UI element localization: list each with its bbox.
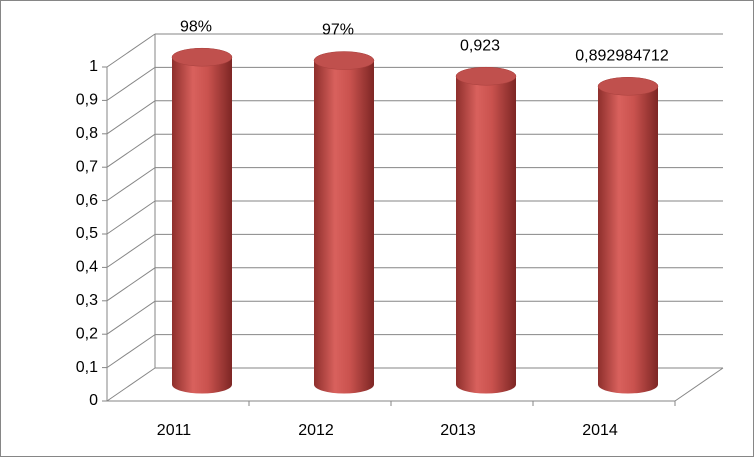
y-tick-label: 0,6 bbox=[76, 192, 98, 209]
side-grid-line bbox=[106, 367, 156, 402]
y-tick-label: 0,1 bbox=[76, 359, 98, 376]
cylinder bbox=[314, 51, 374, 394]
y-tick-label: 0,7 bbox=[76, 158, 98, 175]
cylinder bbox=[456, 67, 516, 394]
value-label: 98% bbox=[180, 18, 212, 35]
side-grid-line bbox=[106, 100, 156, 135]
cylinder bbox=[172, 48, 232, 394]
y-tick-label: 0,5 bbox=[76, 225, 98, 242]
value-label: 0,923 bbox=[460, 37, 500, 54]
floor-edge bbox=[674, 367, 724, 402]
y-tick-label: 0,8 bbox=[76, 125, 98, 142]
value-label: 0,892984712 bbox=[575, 47, 669, 64]
cylinder-top bbox=[313, 51, 375, 70]
x-tick-label: 2013 bbox=[440, 422, 476, 439]
cylinder bbox=[598, 77, 658, 394]
y-tick-label: 0,2 bbox=[76, 325, 98, 342]
side-grid-line bbox=[106, 200, 156, 235]
y-tick-label: 0 bbox=[89, 392, 98, 409]
side-grid-line bbox=[106, 334, 156, 369]
side-grid-line bbox=[106, 167, 156, 202]
side-grid-line bbox=[106, 267, 156, 302]
side-grid-line bbox=[106, 300, 156, 335]
x-tick-label: 2011 bbox=[157, 422, 192, 439]
y-tick-label: 0,9 bbox=[76, 92, 98, 109]
cylinder-top bbox=[597, 76, 659, 96]
x-tick-label: 2014 bbox=[582, 422, 618, 439]
cylinder-top bbox=[455, 66, 517, 86]
side-grid-line bbox=[106, 33, 156, 68]
y-tick-label: 1 bbox=[89, 58, 98, 75]
side-grid-line bbox=[106, 66, 156, 101]
value-label: 97% bbox=[322, 22, 354, 39]
y-tick-label: 0,3 bbox=[76, 292, 98, 309]
x-tick-label: 2012 bbox=[298, 422, 334, 439]
side-grid-line bbox=[106, 133, 156, 168]
side-grid-line bbox=[106, 233, 156, 268]
cylinder-top bbox=[171, 47, 233, 67]
y-tick-label: 0,4 bbox=[76, 259, 98, 276]
